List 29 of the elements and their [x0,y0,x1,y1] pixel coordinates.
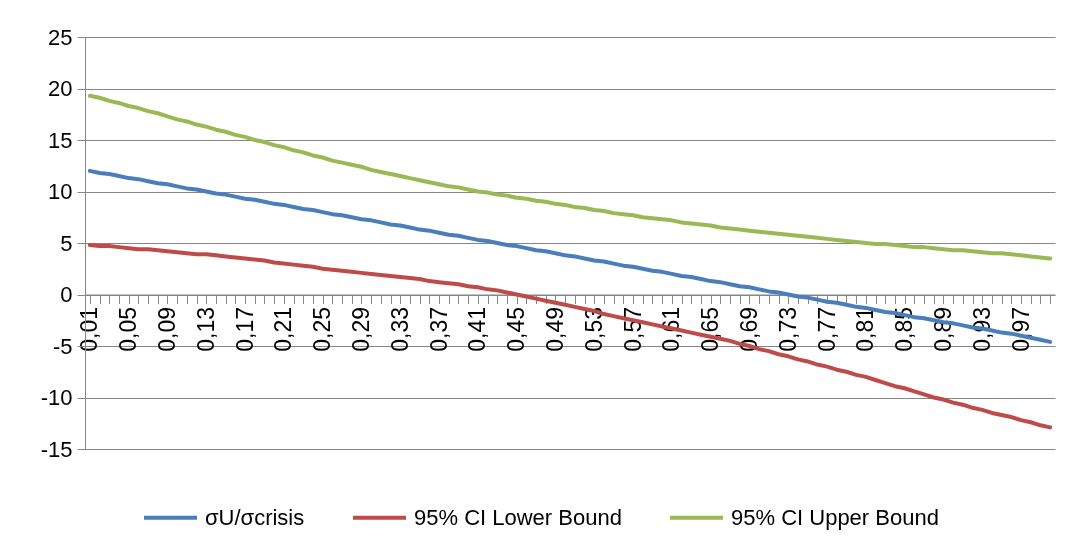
x-tick-label: 0,45 [503,307,530,352]
x-tick-label: 0,65 [697,307,724,352]
y-tick-label: 5 [60,230,73,256]
y-tick-label: -5 [52,333,73,359]
y-tick-label: 15 [48,127,73,153]
legend-label: 95% CI Upper Bound [731,504,939,530]
y-tick-label: 10 [48,179,73,204]
x-tick-label: 0,41 [464,307,491,352]
x-tick-label: 0,13 [192,307,219,352]
x-tick-label: 0,81 [852,307,879,352]
legend-label: 95% CI Lower Bound [414,504,622,530]
x-tick-label: 0,21 [270,307,297,352]
x-tick-label: 0,29 [347,307,374,352]
x-tick-label: 0,17 [231,307,258,352]
x-tick-label: 0,37 [425,307,452,352]
y-tick-label: 0 [60,282,73,307]
x-tick-label: 0,73 [774,307,801,352]
x-tick-label: 0,77 [813,307,840,352]
y-tick-label: -10 [40,385,73,410]
x-tick-label: 0,05 [115,307,142,352]
x-tick-label: 0,25 [309,307,336,352]
x-tick-label: 0,09 [153,307,180,352]
x-tick-label: 0,49 [541,307,568,352]
y-tick-label: 20 [48,76,73,101]
legend-label: σU/σcrisis [205,504,305,530]
x-tick-label: 0,97 [1007,307,1034,352]
y-tick-label: 25 [48,24,73,50]
x-tick-label: 0,33 [386,307,413,352]
y-tick-label: -15 [40,436,73,462]
